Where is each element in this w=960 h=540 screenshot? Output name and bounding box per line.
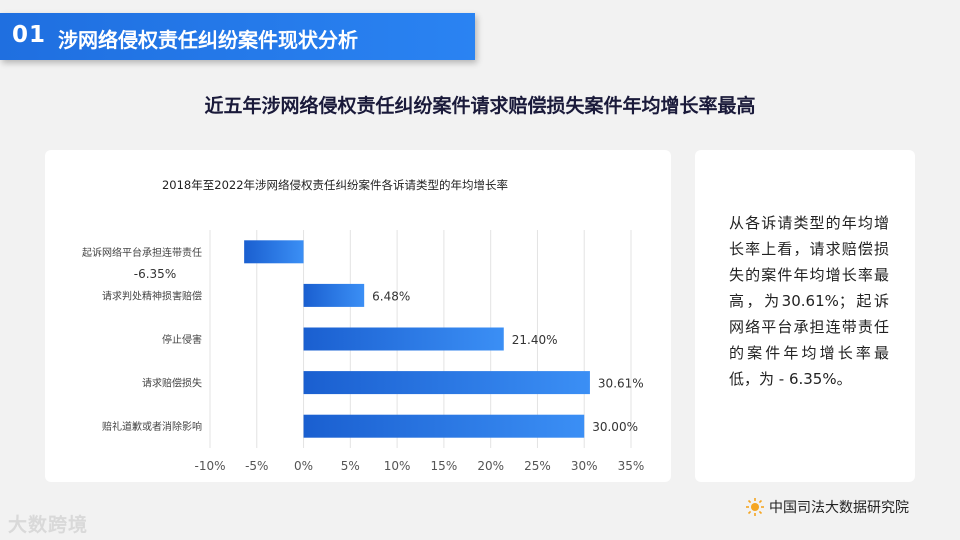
category-label: 起诉网络平台承担连带责任 <box>82 246 202 259</box>
watermark-logo: 大数跨境 <box>8 514 89 536</box>
section-number: 01 <box>12 22 47 48</box>
x-tick-label: -5% <box>245 459 268 473</box>
bar <box>303 414 585 438</box>
data-label: 21.40% <box>512 333 558 347</box>
section-header: 01 涉网络侵权责任纠纷案件现状分析 <box>0 13 475 60</box>
x-tick-label: 30% <box>571 459 598 473</box>
data-label: 30.00% <box>592 420 638 434</box>
chart-card: 2018年至2022年涉网络侵权责任纠纷案件各诉请类型的年均增长率 -10% -5… <box>45 150 671 482</box>
data-label: -6.35% <box>134 267 176 281</box>
bar <box>303 371 590 395</box>
x-tick-label: 25% <box>524 459 551 473</box>
sun-icon <box>746 498 764 516</box>
x-tick-label: 10% <box>384 459 411 473</box>
section-title: 涉网络侵权责任纠纷案件现状分析 <box>58 28 358 52</box>
category-label: 请求判处精神损害赔偿 <box>102 289 202 302</box>
x-tick-label: 0% <box>294 459 313 473</box>
data-label: 30.61% <box>598 377 644 391</box>
x-tick-label: 15% <box>431 459 458 473</box>
category-label: 请求赔偿损失 <box>142 377 202 390</box>
x-tick-label: 5% <box>341 459 360 473</box>
chart-title: 2018年至2022年涉网络侵权责任纠纷案件各诉请类型的年均增长率 <box>162 178 508 192</box>
bar-chart: 2018年至2022年涉网络侵权责任纠纷案件各诉请类型的年均增长率 -10% -5… <box>82 178 645 473</box>
bar <box>244 240 304 264</box>
category-label: 赔礼道歉或者消除影响 <box>102 420 202 433</box>
x-tick-label: 35% <box>618 459 645 473</box>
source-logo: 中国司法大数据研究院 <box>745 497 909 517</box>
bar <box>303 283 365 307</box>
bar <box>303 327 504 351</box>
page-subtitle: 近五年涉网络侵权责任纠纷案件请求赔偿损失案件年均增长率最高 <box>204 95 756 117</box>
category-label: 停止侵害 <box>162 333 202 346</box>
data-label: 6.48% <box>372 289 410 303</box>
x-tick-label: 20% <box>477 459 504 473</box>
summary-text: 从各诉请类型的年均增长率上看，请求赔偿损失的案件年均增长率最高，为30.61%；… <box>729 214 889 388</box>
source-logo-text: 中国司法大数据研究院 <box>769 500 909 516</box>
x-tick-label: -10% <box>194 459 225 473</box>
summary-card: 从各诉请类型的年均增长率上看，请求赔偿损失的案件年均增长率最高，为30.61%；… <box>695 150 915 482</box>
